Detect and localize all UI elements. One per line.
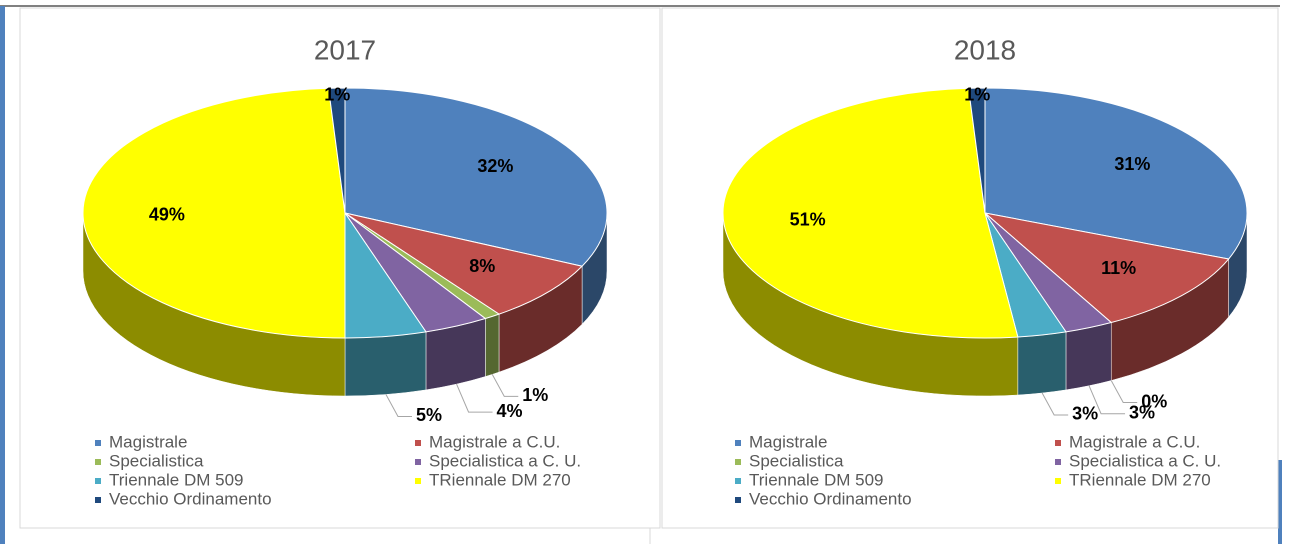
slice bbox=[983, 212, 1230, 324]
leader-line bbox=[1110, 380, 1138, 404]
leader-line bbox=[491, 374, 519, 397]
data-label: 3% bbox=[1072, 404, 1098, 424]
slice bbox=[344, 87, 608, 267]
legend-marker bbox=[735, 497, 741, 503]
legend-marker bbox=[95, 440, 101, 446]
data-label: 5% bbox=[416, 405, 442, 425]
chart-title: 2017 bbox=[314, 34, 376, 65]
leader-line bbox=[456, 383, 493, 413]
legend-label: Specialistica bbox=[749, 451, 844, 470]
legend-label: Magistrale a C.U. bbox=[429, 432, 560, 451]
slice bbox=[82, 87, 346, 339]
legend-label: TRiennale DM 270 bbox=[429, 470, 571, 489]
slice bbox=[722, 87, 1019, 339]
legend-marker bbox=[735, 478, 741, 484]
slice-side bbox=[344, 331, 427, 397]
legend-label: Magistrale bbox=[109, 432, 187, 451]
legend-label: Triennale DM 509 bbox=[749, 470, 884, 489]
legend-label: Vecchio Ordinamento bbox=[109, 489, 272, 508]
panel-border bbox=[19, 7, 661, 529]
legend-marker bbox=[415, 440, 421, 446]
leader-line bbox=[1041, 392, 1069, 416]
legend-label: Specialistica bbox=[109, 451, 204, 470]
data-label: 1% bbox=[324, 84, 350, 104]
left-bar bbox=[0, 6, 5, 544]
legend-label: Specialistica a C. U. bbox=[1069, 451, 1221, 470]
legend-marker bbox=[735, 459, 741, 465]
data-label: 1% bbox=[964, 84, 990, 104]
legend-marker bbox=[95, 497, 101, 503]
slice bbox=[344, 212, 584, 315]
leader-line bbox=[1088, 385, 1126, 415]
chart-title: 2018 bbox=[954, 34, 1016, 65]
legend-marker bbox=[1055, 478, 1061, 484]
data-label: 51% bbox=[790, 210, 826, 230]
slice bbox=[327, 87, 346, 214]
legend-marker bbox=[735, 440, 741, 446]
data-label: 31% bbox=[1114, 154, 1150, 174]
legend-label: Vecchio Ordinamento bbox=[749, 489, 912, 508]
legend-label: Triennale DM 509 bbox=[109, 470, 244, 489]
legend-label: Magistrale bbox=[749, 432, 827, 451]
data-label: 0% bbox=[1141, 391, 1167, 411]
legend-marker bbox=[1055, 459, 1061, 465]
legend-marker bbox=[95, 478, 101, 484]
data-label: 11% bbox=[1101, 258, 1136, 278]
legend-marker bbox=[1055, 440, 1061, 446]
legend-label: TRiennale DM 270 bbox=[1069, 470, 1211, 489]
legend-marker bbox=[415, 459, 421, 465]
data-label: 8% bbox=[469, 256, 495, 276]
data-label: 3% bbox=[1129, 402, 1155, 422]
panel-border bbox=[661, 7, 1279, 529]
right-bar bbox=[1278, 460, 1282, 544]
data-label: 1% bbox=[522, 385, 548, 405]
legend-label: Specialistica a C. U. bbox=[429, 451, 581, 470]
legend-marker bbox=[415, 478, 421, 484]
slice-side bbox=[1017, 331, 1067, 396]
data-label: 4% bbox=[497, 401, 523, 421]
slice bbox=[984, 87, 1248, 260]
slice-side bbox=[1065, 322, 1112, 391]
data-label: 49% bbox=[149, 204, 185, 224]
slice bbox=[967, 87, 986, 214]
leader-line bbox=[385, 394, 412, 417]
legend-marker bbox=[95, 459, 101, 465]
slice-side bbox=[485, 313, 500, 377]
legend-label: Magistrale a C.U. bbox=[1069, 432, 1200, 451]
data-label: 32% bbox=[477, 156, 513, 176]
